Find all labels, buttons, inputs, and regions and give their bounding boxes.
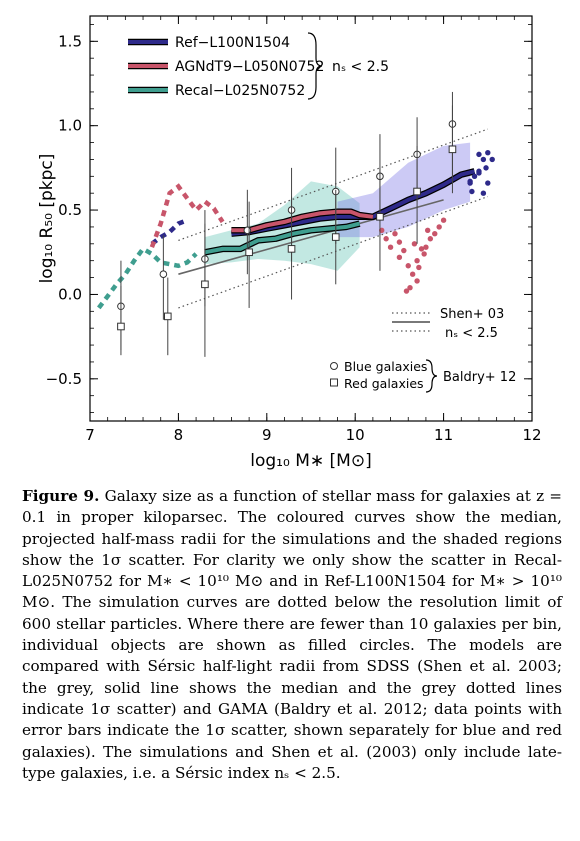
agn-galaxy-point	[407, 284, 413, 291]
agn-galaxy-point	[403, 288, 410, 294]
agn-galaxy-point	[436, 224, 442, 230]
ref-galaxy-point	[476, 170, 482, 176]
agn-galaxy-point	[418, 246, 425, 252]
simulation-curves	[97, 168, 476, 310]
red-galaxy-marker	[245, 248, 253, 257]
x-axis-label: log₁₀ M∗ [M⊙]	[250, 451, 371, 470]
agn-galaxy-point	[416, 264, 422, 271]
legend-bracket-label: nₛ < 2.5	[332, 59, 389, 75]
agn-galaxy-point	[432, 230, 438, 237]
shen03-lines	[178, 128, 489, 309]
ref-legend-label: Ref−L100N1504	[175, 35, 290, 51]
y-tick-label: 1.0	[58, 117, 82, 135]
blue-galaxy-marker	[243, 226, 252, 235]
x-tick-label: 8	[174, 426, 184, 444]
agn-galaxy-point	[414, 257, 420, 264]
ref-galaxy-point	[483, 165, 489, 171]
ref-galaxy-point	[485, 180, 491, 186]
baldry-legend-red-label: Red galaxies	[344, 376, 424, 391]
red-galaxy-marker	[201, 280, 209, 289]
agn-galaxy-point	[396, 239, 403, 245]
agn-galaxy-point	[414, 278, 420, 284]
x-tick-label: 11	[434, 426, 453, 444]
baldry-legend-bracket	[425, 359, 438, 393]
ref-galaxy-point	[480, 190, 487, 196]
ref-galaxy-point	[467, 178, 473, 185]
shen03-median-line	[178, 199, 444, 275]
shen03-upper-scatter	[178, 128, 489, 241]
recal-legend-label: Recal−L025N0752	[175, 83, 305, 99]
y-tick-label: 0.0	[58, 285, 82, 303]
agn-galaxy-point	[405, 263, 411, 269]
y-axis-label: log₁₀ R₅₀ [pkpc]	[37, 154, 57, 284]
red-galaxy-marker	[117, 322, 125, 331]
y-tick-label: −0.5	[46, 370, 82, 388]
legend-bracket	[307, 32, 323, 100]
red-galaxy-marker	[448, 145, 457, 154]
baldry-legend-red-marker	[330, 378, 338, 387]
x-tick-label: 7	[85, 426, 95, 444]
red-galaxy-marker	[287, 245, 296, 253]
shen03-lower-scatter	[178, 196, 489, 309]
agn-galaxy-point	[387, 244, 394, 250]
agn-median-line	[231, 209, 374, 233]
legends: Ref−L100N1504 AGNdT9−L050N0752 Recal−L025N…	[128, 32, 516, 393]
agn-galaxy-point	[409, 271, 416, 277]
y-tick-label: 0.5	[58, 201, 82, 219]
red-galaxy-marker	[413, 187, 421, 196]
agn-dotted-line	[149, 183, 225, 248]
agn-galaxy-point	[424, 227, 431, 234]
agn-galaxy-point	[383, 236, 389, 242]
baldry12-points	[117, 91, 457, 357]
shen-legend-label: Shen+ 03	[440, 307, 504, 322]
red-galaxy-marker	[331, 233, 340, 241]
caption-label: Figure 9.	[22, 487, 100, 505]
size-mass-chart: 7 8 9 10 11 12 −0.5 0.0 0.5 1.0 1.5 Ref−L100N1504 A…	[37, 15, 542, 470]
agn-legend-label: AGNdT9−L050N0752	[175, 59, 324, 75]
red-galaxy-marker	[163, 312, 172, 321]
agn-galaxy-point	[427, 236, 434, 242]
agn-galaxy-point	[392, 230, 398, 237]
ref-galaxy-point	[489, 156, 495, 163]
agn-galaxy-point	[401, 247, 407, 254]
ref-galaxy-point	[485, 149, 491, 156]
ref-galaxy-point	[476, 151, 482, 158]
agn-galaxy-point	[440, 217, 447, 223]
y-tick-label: 1.5	[58, 32, 82, 50]
agn-galaxy-point	[411, 241, 418, 247]
scatter-bands	[204, 142, 471, 271]
x-tick-label: 9	[262, 426, 272, 444]
caption-text: Galaxy size as a function of stellar mas…	[22, 487, 563, 782]
axes: 7 8 9 10 11 12 −0.5 0.0 0.5 1.0 1.5	[46, 16, 542, 444]
red-galaxy-marker	[376, 213, 384, 221]
x-tick-label: 12	[522, 426, 541, 444]
recal-dotted-line	[97, 245, 198, 310]
ref-galaxy-point	[471, 173, 478, 180]
individual-galaxies	[379, 149, 495, 294]
agn-galaxy-point	[423, 244, 429, 250]
agn-galaxy-point	[396, 254, 403, 261]
blue-galaxy-marker	[159, 270, 168, 278]
recal-median-line	[204, 221, 361, 255]
plot-frame	[89, 15, 533, 422]
figure-caption: Figure 9. Galaxy size as a function of s…	[22, 486, 562, 784]
baldry-legend-bracket-label: Baldry+ 12	[443, 370, 516, 385]
ref-galaxy-point	[469, 188, 475, 195]
ref-galaxy-point	[480, 156, 487, 163]
ref-dotted-line	[150, 218, 189, 246]
x-tick-label: 10	[346, 426, 365, 444]
baldry-legend-blue-label: Blue galaxies	[344, 359, 427, 374]
shen-legend-note: nₛ < 2.5	[445, 326, 498, 341]
agn-galaxy-point	[421, 251, 427, 257]
baldry-legend-blue-marker	[330, 362, 338, 370]
